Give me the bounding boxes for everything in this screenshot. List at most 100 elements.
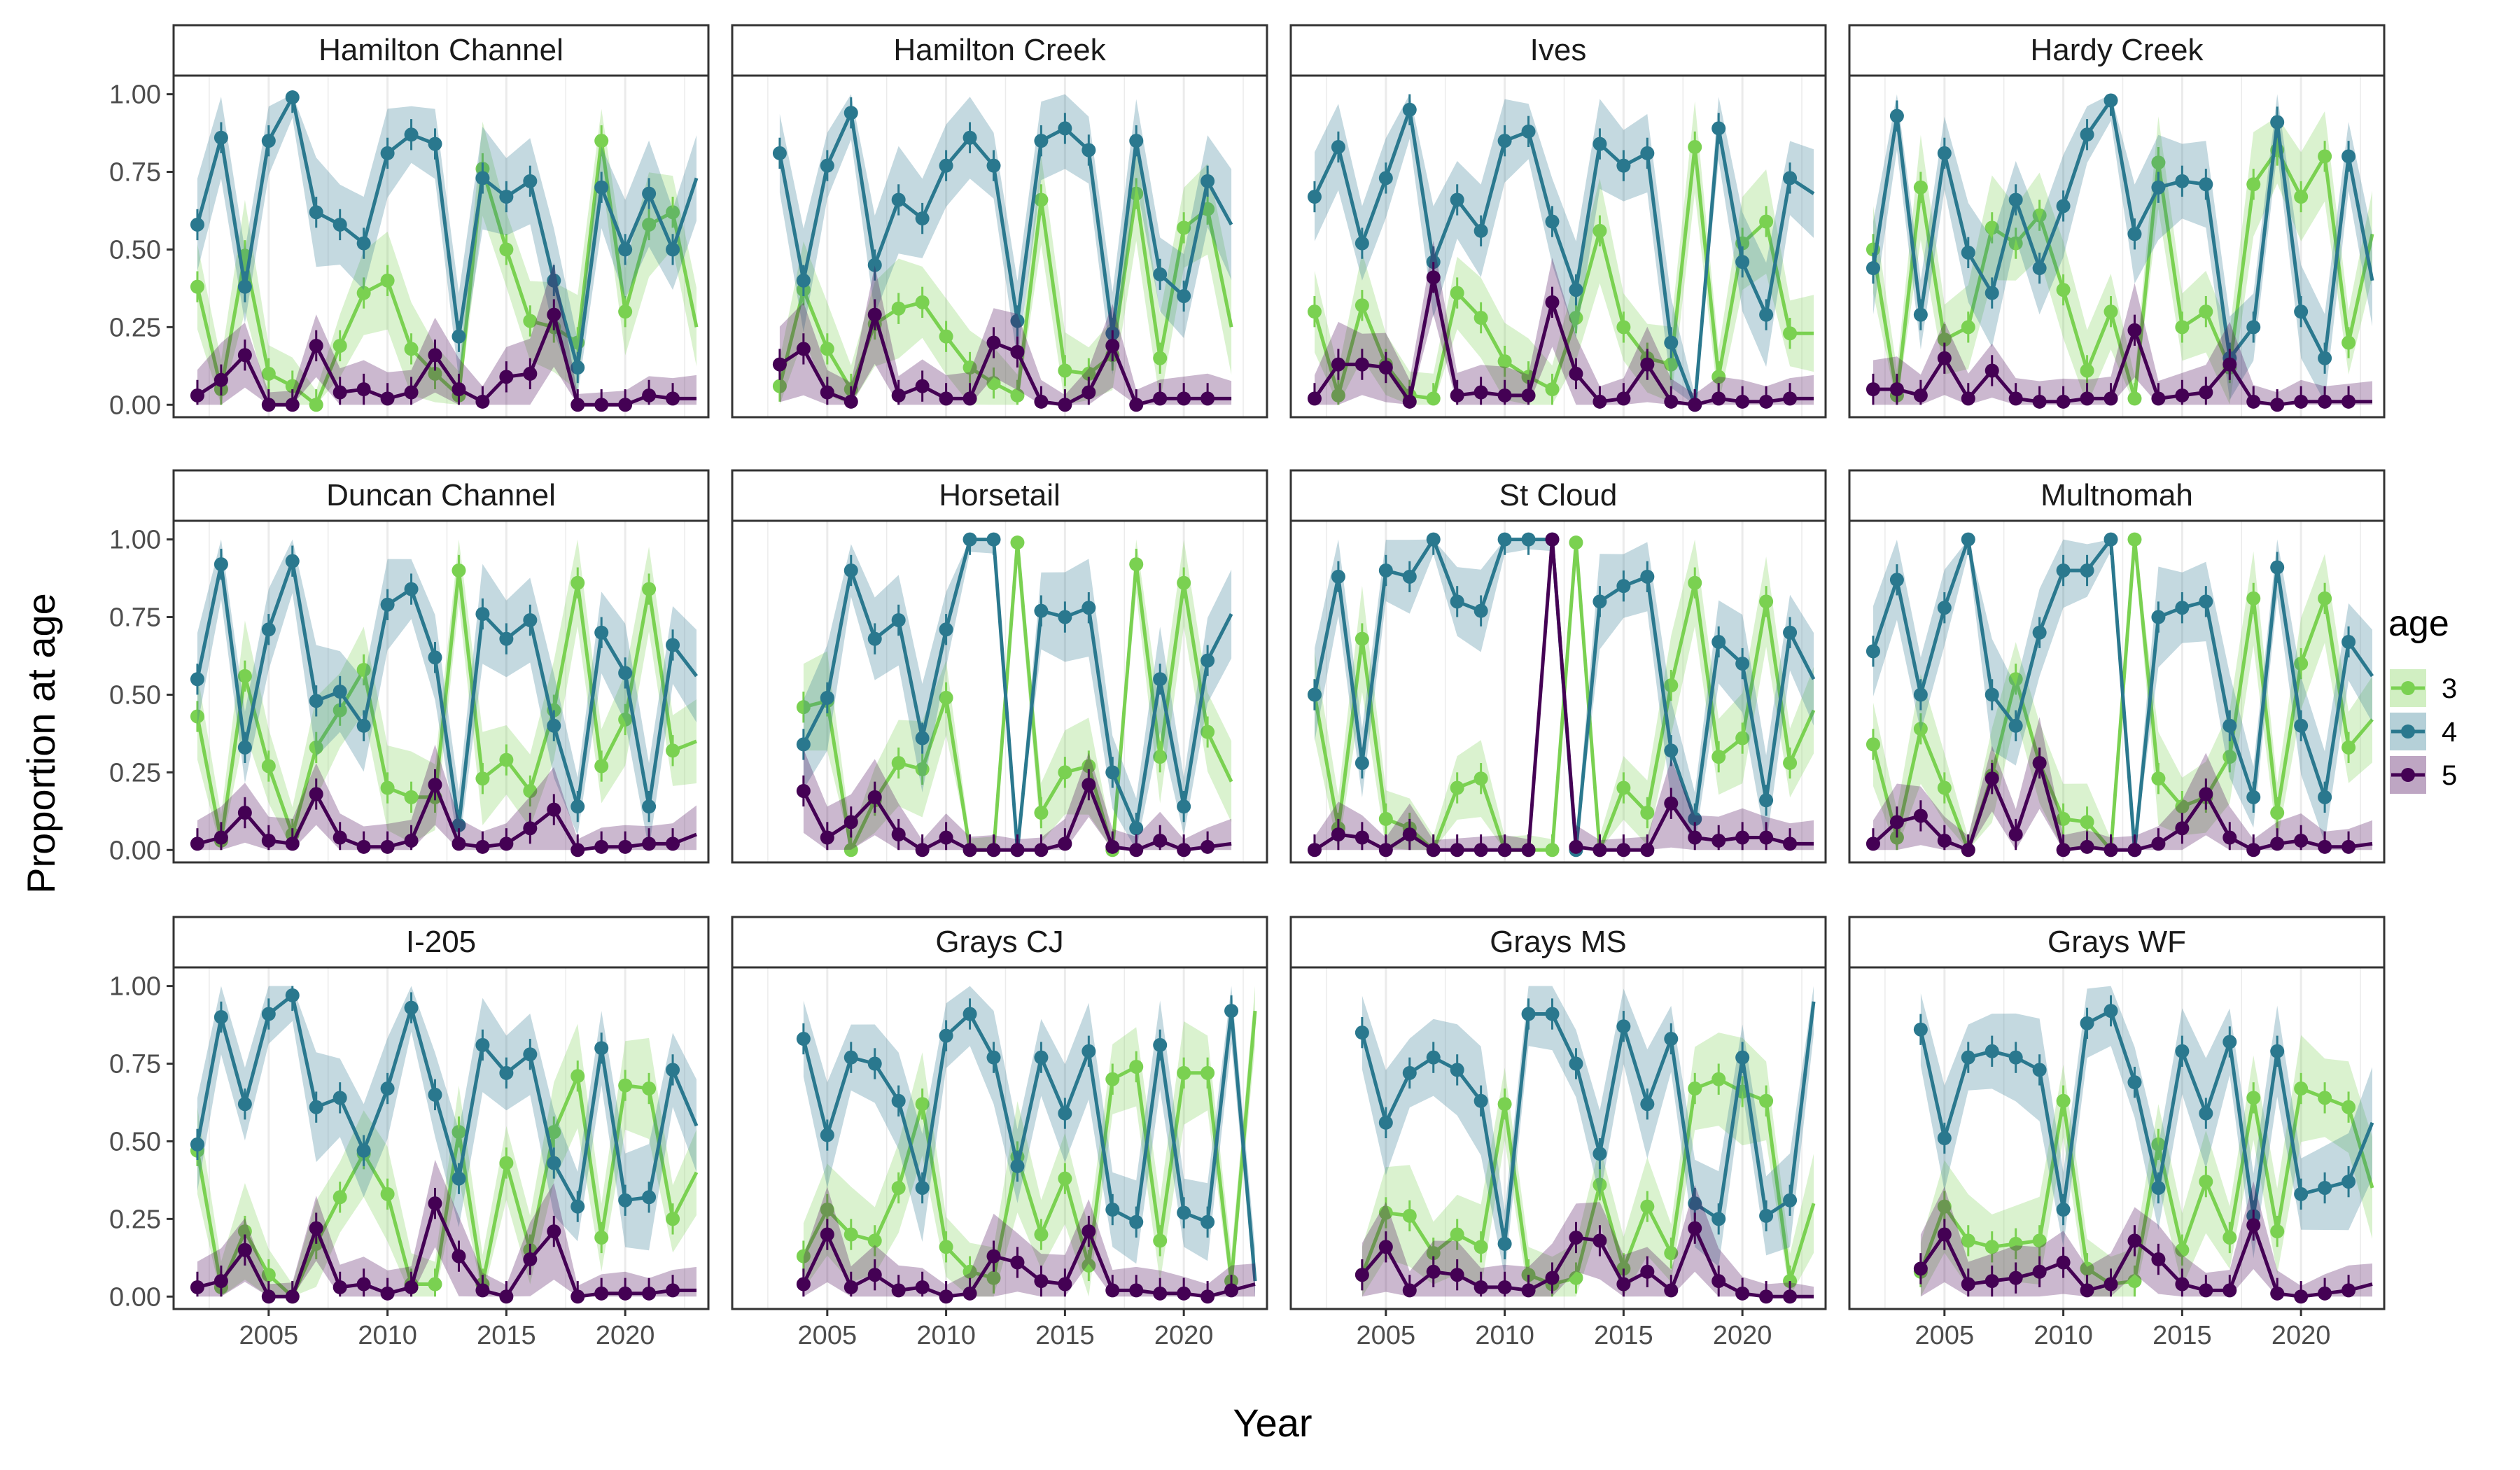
x-tick-label: 2020 [596, 1321, 655, 1350]
data-point-age-4 [1177, 799, 1191, 814]
data-point-age-3 [2175, 320, 2190, 335]
data-point-age-3 [666, 205, 680, 220]
data-point-age-4 [844, 563, 858, 578]
data-point-age-3 [1129, 557, 1144, 572]
data-point-age-4 [2294, 718, 2309, 733]
data-point-age-4 [1688, 1196, 1702, 1211]
data-point-age-5 [1450, 388, 1464, 402]
data-point-age-4 [214, 1009, 228, 1024]
panel-border [1848, 74, 2386, 419]
data-point-age-3 [523, 314, 538, 328]
x-tick-label: 2005 [1915, 1321, 1975, 1350]
data-point-age-4 [1105, 1203, 1120, 1217]
data-point-age-5 [2175, 388, 2190, 402]
data-point-age-3 [1153, 1233, 1168, 1248]
data-point-age-4 [1865, 644, 1880, 659]
data-point-age-4 [1010, 1158, 1025, 1173]
data-point-age-4 [1913, 1022, 1928, 1037]
data-point-age-5 [1889, 382, 1904, 397]
data-point-age-5 [618, 1286, 633, 1301]
data-point-age-4 [1426, 1050, 1441, 1065]
data-point-age-4 [2222, 718, 2237, 733]
y-tick-label: 0.75 [109, 1050, 161, 1079]
series-line-age-3 [778, 192, 1233, 398]
data-point-age-4 [1474, 603, 1488, 618]
legend-label: 4 [2442, 717, 2457, 748]
data-point-age-5 [2080, 1283, 2094, 1298]
data-point-age-5 [1569, 366, 1583, 381]
legend-label: 5 [2442, 760, 2457, 791]
data-point-age-3 [475, 771, 490, 786]
data-point-age-4 [499, 1065, 514, 1080]
data-point-age-3 [285, 379, 300, 393]
panel-border [1289, 966, 1827, 1310]
data-point-age-5 [594, 1286, 609, 1301]
data-point-age-4 [867, 258, 882, 272]
data-point-age-3 [1402, 1208, 1417, 1223]
data-point-age-5 [939, 391, 953, 406]
data-point-age-4 [1664, 335, 1679, 350]
data-point-age-3 [2246, 1091, 2261, 1105]
data-point-age-4 [1058, 121, 1072, 136]
data-point-age-5 [261, 1289, 276, 1304]
data-point-age-4 [1153, 672, 1168, 687]
data-point-age-5 [1354, 357, 1369, 372]
series-line-age-5 [196, 313, 696, 407]
data-point-age-5 [214, 830, 228, 845]
data-point-age-3 [844, 1227, 858, 1242]
data-point-age-5 [2127, 1233, 2142, 1248]
panel-border [731, 74, 1268, 419]
data-point-age-4 [475, 1037, 490, 1052]
data-point-age-3 [2199, 1175, 2213, 1189]
data-point-age-4 [2270, 560, 2285, 575]
data-point-age-4 [2246, 320, 2261, 335]
data-point-age-3 [1010, 388, 1025, 402]
data-point-age-3 [2008, 1236, 2023, 1251]
y-tick-label: 0.75 [109, 603, 161, 633]
series-line-age-4 [802, 1009, 1257, 1282]
data-point-age-3 [451, 563, 466, 578]
ci-band-age-3 [779, 146, 1232, 405]
data-point-age-5 [1331, 357, 1345, 372]
data-point-age-5 [1497, 388, 1512, 402]
data-point-age-3 [1759, 594, 1774, 609]
data-point-age-5 [2080, 839, 2094, 854]
y-tick-label: 0.00 [109, 1282, 161, 1312]
data-point-age-5 [1783, 1289, 1798, 1304]
panel-border [731, 966, 1268, 1310]
data-point-age-5 [1616, 843, 1631, 858]
data-point-age-4 [2318, 351, 2332, 365]
data-point-age-4 [1913, 307, 1928, 322]
data-point-age-5 [1402, 827, 1417, 842]
data-point-age-5 [1664, 796, 1679, 811]
data-point-age-4 [1616, 579, 1631, 594]
data-point-age-5 [2008, 1270, 2023, 1285]
data-point-age-4 [475, 171, 490, 186]
data-point-age-3 [1082, 366, 1096, 381]
data-point-age-4 [428, 1087, 442, 1102]
data-point-age-4 [547, 273, 561, 288]
x-tick-label: 2010 [358, 1321, 417, 1350]
data-point-age-3 [642, 217, 657, 232]
series-line-age-3 [1871, 148, 2374, 400]
facet-strip-label: Grays MS [1490, 925, 1627, 959]
data-point-age-5 [642, 836, 657, 851]
data-point-age-5 [2222, 357, 2237, 372]
data-point-age-4 [1331, 569, 1345, 584]
data-point-age-4 [380, 1082, 395, 1096]
data-point-age-3 [2318, 591, 2332, 606]
data-point-age-4 [356, 236, 371, 251]
data-point-age-5 [1129, 843, 1144, 858]
data-point-age-5 [1545, 1270, 1560, 1285]
data-point-age-3 [1497, 1097, 1512, 1112]
data-point-age-3 [1569, 311, 1583, 326]
data-point-age-3 [2151, 1137, 2166, 1152]
data-point-age-3 [891, 756, 906, 771]
data-point-age-5 [2056, 394, 2071, 409]
data-point-age-5 [475, 839, 490, 854]
x-tick-label: 2010 [1475, 1321, 1534, 1350]
data-point-age-3 [594, 134, 609, 148]
data-point-age-5 [428, 348, 442, 363]
data-point-age-4 [261, 622, 276, 637]
data-point-age-4 [962, 1007, 977, 1021]
